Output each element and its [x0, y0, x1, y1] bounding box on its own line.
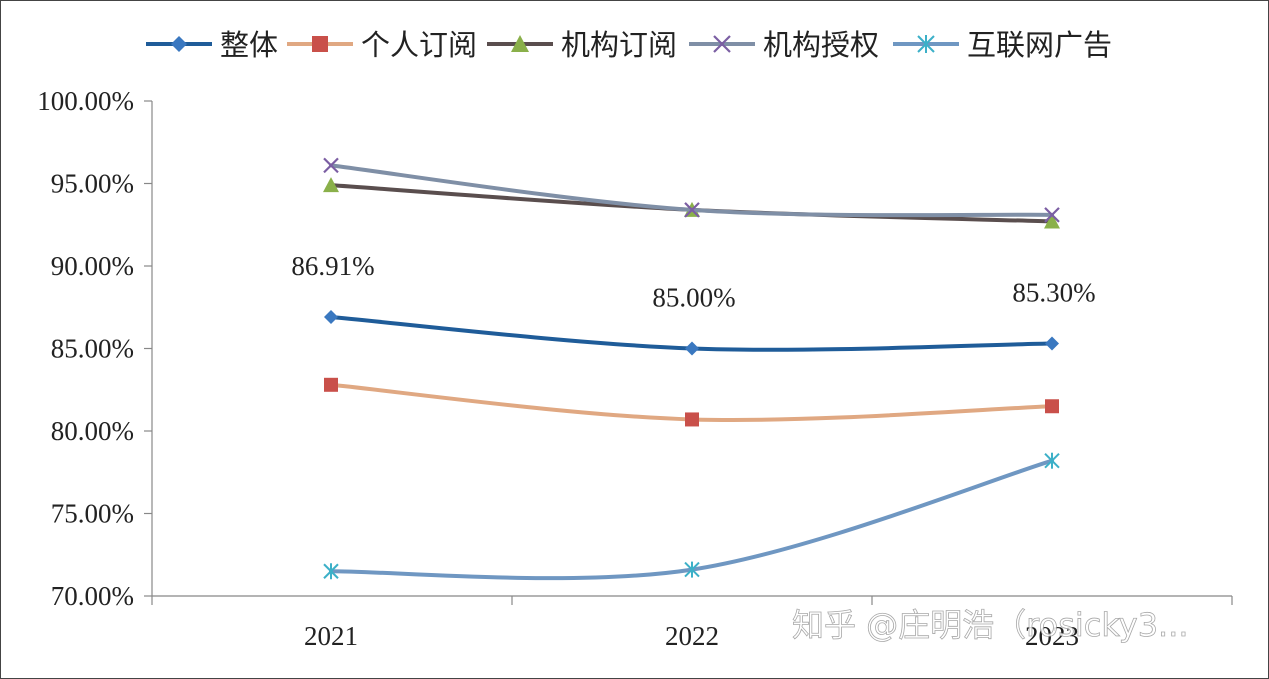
- triangle-marker: [323, 177, 339, 193]
- x-marker-stroke: [713, 35, 731, 53]
- data-label: 85.00%: [652, 283, 735, 313]
- legend-label: 整体: [220, 28, 278, 62]
- legend-item: 互联网广告: [893, 28, 1112, 62]
- asterisk-marker: [917, 35, 935, 53]
- x-marker: [1044, 207, 1060, 223]
- x-ticks: 2021 2022 2023: [151, 596, 1233, 651]
- x-tick-label: 2022: [665, 621, 719, 651]
- diamond-marker: [685, 341, 699, 356]
- legend-item: 机构订阅: [487, 28, 677, 62]
- square-marker: [1045, 399, 1059, 414]
- square-marker: [312, 36, 328, 52]
- legend-item: 个人订阅: [287, 28, 477, 62]
- series-0: [324, 309, 1059, 356]
- legend: 整体 个人订阅 机构订阅 机构授权 互联网广告: [146, 28, 1112, 62]
- series-group: [323, 157, 1060, 581]
- y-tick-label: 100.00%: [37, 86, 134, 116]
- data-label: 85.30%: [1012, 278, 1095, 308]
- series-1: [324, 377, 1059, 427]
- x-marker-stroke: [1044, 207, 1060, 223]
- watermark-text: 知乎 @庄明浩（rosicky3...: [792, 606, 1189, 644]
- legend-label: 个人订阅: [361, 28, 477, 62]
- y-ticks: 100.00% 95.00% 90.00% 85.00% 80.00% 75.00% 70.…: [37, 86, 152, 611]
- legend-label: 互联网广告: [967, 28, 1112, 62]
- y-tick-label: 85.00%: [51, 334, 134, 364]
- x-marker-stroke: [323, 157, 339, 174]
- y-tick-label: 70.00%: [51, 581, 134, 611]
- y-tick-label: 75.00%: [51, 499, 134, 529]
- diamond-marker: [171, 36, 187, 52]
- y-tick-label: 95.00%: [51, 169, 134, 199]
- y-tick-label: 90.00%: [51, 251, 134, 281]
- asterisk-marker: [684, 561, 700, 578]
- data-labels: 86.91% 85.00% 85.30%: [291, 251, 1095, 313]
- asterisk-marker: [323, 563, 339, 580]
- legend-item: 整体: [146, 28, 278, 62]
- series-3: [323, 157, 1060, 223]
- triangle-marker: [1044, 213, 1060, 229]
- x-marker: [713, 35, 731, 53]
- square-marker: [685, 412, 699, 427]
- diamond-marker: [1045, 336, 1059, 351]
- x-marker-stroke: [684, 202, 700, 218]
- legend-label: 机构订阅: [561, 28, 677, 62]
- x-tick-label: 2021: [304, 621, 358, 651]
- x-marker: [323, 157, 339, 174]
- triangle-marker: [511, 35, 529, 52]
- x-tick-label: 2023: [1025, 621, 1079, 651]
- diamond-marker: [324, 309, 338, 324]
- square-marker: [324, 377, 338, 392]
- series-4: [323, 452, 1060, 581]
- data-label: 86.91%: [291, 251, 374, 281]
- legend-item: 机构授权: [689, 28, 879, 62]
- legend-label: 机构授权: [763, 28, 879, 62]
- x-marker: [684, 202, 700, 218]
- asterisk-marker: [1044, 452, 1060, 469]
- y-tick-label: 80.00%: [51, 416, 134, 446]
